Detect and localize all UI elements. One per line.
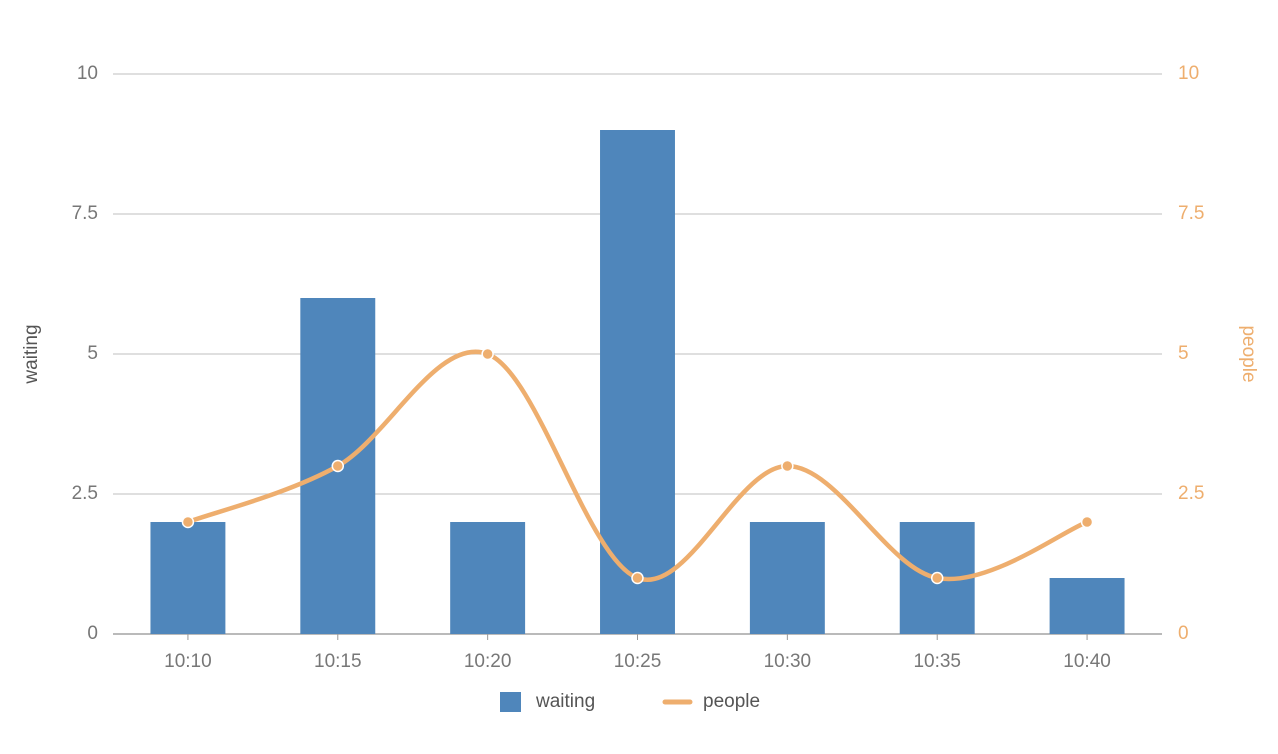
y-tick-label: 0 xyxy=(87,623,98,644)
point xyxy=(181,515,195,529)
bar xyxy=(749,522,825,634)
y2-tick-label: 5 xyxy=(1178,343,1189,364)
x-tick-label: 10:10 xyxy=(164,651,212,672)
x-tick-label: 10:15 xyxy=(314,651,362,672)
bar xyxy=(600,130,675,634)
y-axis-label: waiting xyxy=(21,324,42,384)
bar xyxy=(1049,578,1125,634)
point xyxy=(481,347,494,361)
point xyxy=(631,571,644,585)
point xyxy=(781,459,794,473)
x-tick-label: 10:30 xyxy=(764,651,812,672)
bar xyxy=(150,522,226,634)
x-tick-label: 10:35 xyxy=(913,651,961,672)
point xyxy=(930,571,944,585)
point xyxy=(331,459,345,473)
x-tick-label: 10:40 xyxy=(1063,651,1111,672)
y-tick-label: 5 xyxy=(87,343,98,364)
y-tick-label: 10 xyxy=(77,63,98,84)
y2-tick-label: 0 xyxy=(1178,623,1189,644)
y-tick-label: 7.5 xyxy=(72,203,98,224)
y2-tick-label: 7.5 xyxy=(1178,203,1204,224)
y2-axis-label: people xyxy=(1238,325,1259,382)
x-tick-label: 10:25 xyxy=(614,651,662,672)
point xyxy=(1080,515,1094,529)
x-tick-label: 10:20 xyxy=(464,651,512,672)
bar xyxy=(450,522,526,634)
legend-label: waiting xyxy=(535,691,595,712)
legend-swatch xyxy=(500,692,521,712)
y-tick-label: 2.5 xyxy=(72,483,98,504)
legend-label: people xyxy=(703,691,760,712)
y2-tick-label: 2.5 xyxy=(1178,483,1204,504)
y2-tick-label: 10 xyxy=(1178,63,1199,84)
